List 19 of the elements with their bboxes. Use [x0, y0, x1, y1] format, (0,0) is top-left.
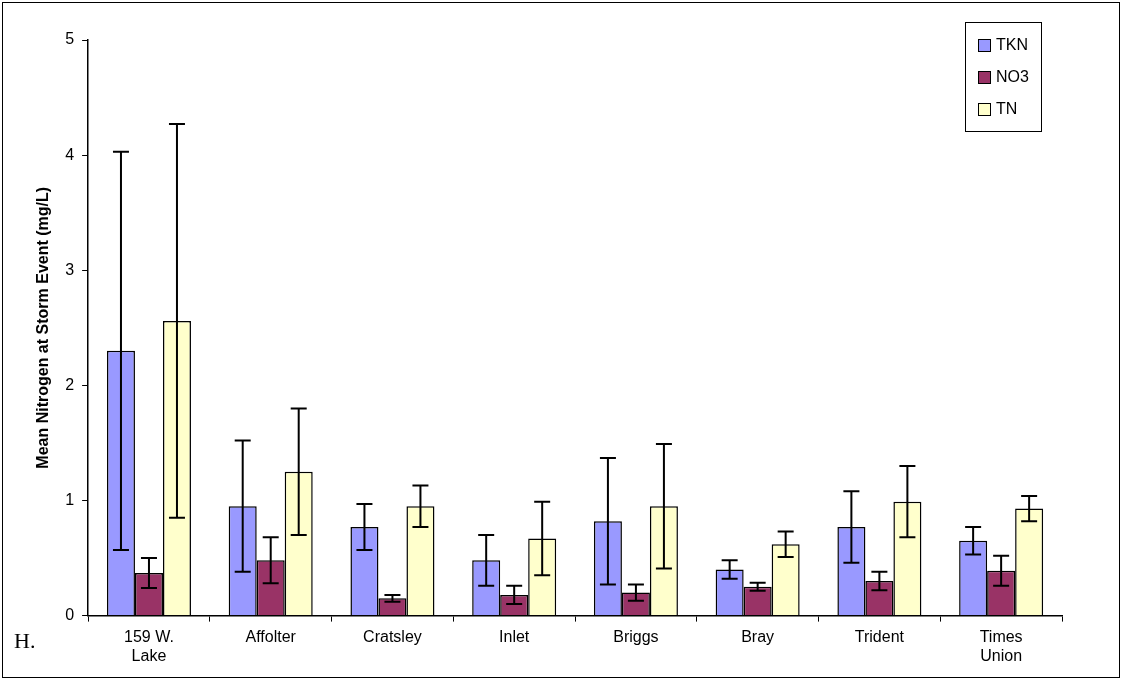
x-tick-label: Bray	[741, 627, 775, 645]
legend-label: NO3	[996, 68, 1029, 86]
x-tick-label: Inlet	[499, 627, 530, 645]
x-tick-label: Cratsley	[363, 627, 422, 645]
legend-label: TN	[996, 100, 1018, 118]
y-tick-label: 1	[65, 490, 75, 508]
y-tick-label: 3	[65, 260, 75, 278]
y-tick-label: 0	[65, 606, 75, 624]
x-tick-label: Times Union	[979, 627, 1023, 664]
y-tick-label: 5	[65, 30, 75, 48]
x-tick-label: Trident	[854, 627, 905, 645]
y-axis-title: Mean Nitrogen at Storm Event (mg/L)	[34, 186, 52, 469]
y-tick-label: 2	[65, 375, 75, 393]
y-tick-label: 4	[65, 145, 75, 163]
x-tick-label: Affolter	[245, 627, 297, 645]
legend-label: TKN	[996, 36, 1028, 54]
x-tick-label: Briggs	[613, 627, 659, 645]
x-tick-label: 159 W. Lake	[124, 627, 174, 664]
text: H.	[14, 628, 36, 654]
